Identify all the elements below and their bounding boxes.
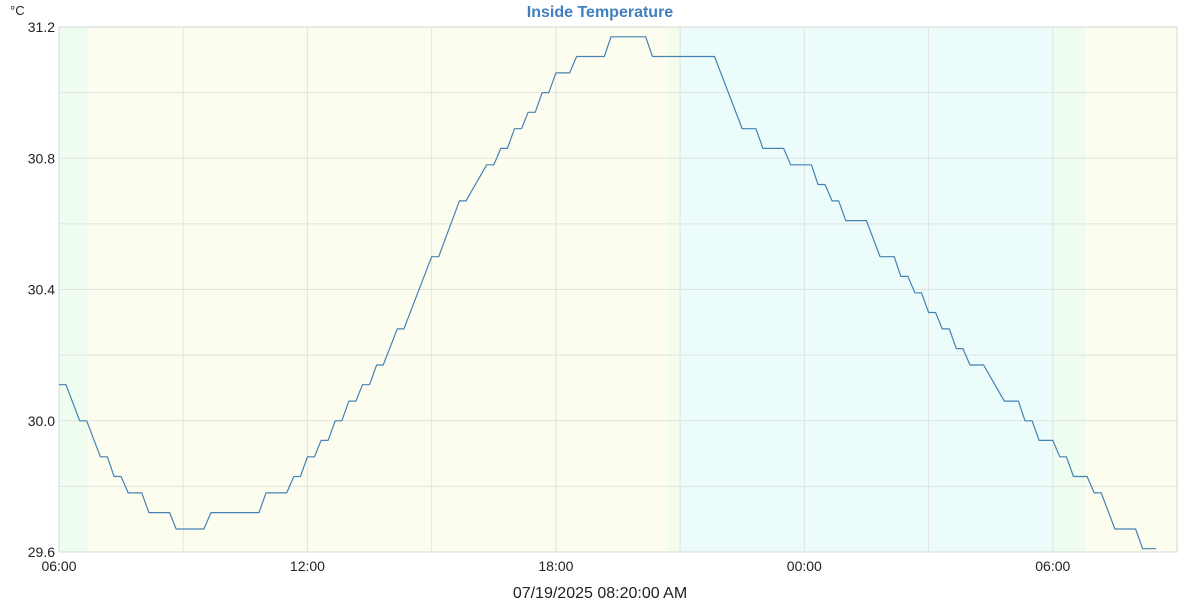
x-tick-label: 18:00 bbox=[538, 558, 573, 574]
plot-frame bbox=[58, 26, 1178, 553]
y-tick-label: 30.0 bbox=[28, 413, 55, 429]
y-axis-ticks: 29.6 30.0 30.4 30.8 31.2 bbox=[28, 19, 55, 560]
x-axis-ticks: 06:00 12:00 18:00 00:00 06:00 bbox=[41, 558, 1070, 574]
series-line-inside-temperature bbox=[59, 36, 1157, 550]
y-tick-label: 31.2 bbox=[28, 19, 55, 35]
x-axis-timestamp-label: 07/19/2025 08:20:00 AM bbox=[513, 585, 687, 600]
x-tick-label: 06:00 bbox=[41, 558, 76, 574]
gridlines bbox=[58, 26, 1178, 553]
y-tick-label: 29.6 bbox=[28, 544, 55, 560]
chart-title: Inside Temperature bbox=[527, 4, 674, 21]
y-tick-label: 30.4 bbox=[28, 282, 55, 298]
y-tick-label: 30.8 bbox=[28, 150, 55, 166]
series-layer bbox=[59, 36, 1157, 550]
x-tick-label: 06:00 bbox=[1035, 558, 1070, 574]
x-tick-label: 00:00 bbox=[787, 558, 822, 574]
y-axis-unit-label: °C bbox=[10, 3, 25, 18]
x-tick-label: 12:00 bbox=[290, 558, 325, 574]
